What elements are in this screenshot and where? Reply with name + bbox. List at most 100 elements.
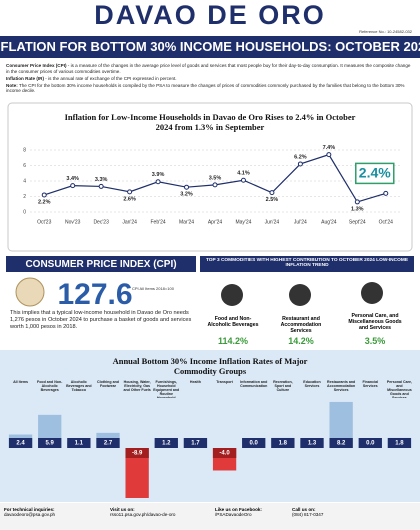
definition: Note: The CPI for the bottom 30% income … bbox=[6, 83, 414, 94]
value-label: 3.9% bbox=[152, 172, 165, 178]
top3-label: Food and Non-Alcoholic Beverages bbox=[207, 316, 259, 328]
category-label: Food and Non-Alcoholic Beverages bbox=[37, 380, 63, 392]
cpi-value: 127.6 bbox=[57, 278, 132, 311]
footer-label: Like us on Facebook: bbox=[215, 507, 262, 512]
point bbox=[41, 192, 47, 198]
banner-bg bbox=[0, 36, 420, 58]
term: Inflation Rate (IR) bbox=[6, 75, 45, 81]
cpi-band bbox=[6, 256, 196, 272]
x-tick-label: Mar'24 bbox=[179, 219, 194, 225]
value-box bbox=[387, 438, 412, 448]
x-tick-label: May'24 bbox=[235, 219, 251, 225]
category-label: Transport bbox=[216, 380, 233, 384]
top3-label: Restaurant and Accommodation Services bbox=[280, 316, 322, 334]
footer-item: Like us on Facebook:/PSADavaodeOro bbox=[215, 507, 285, 517]
point bbox=[240, 177, 246, 183]
x-tick-label: Jun'24 bbox=[265, 219, 280, 225]
value-label: 7.4% bbox=[323, 145, 336, 151]
term: Note: bbox=[6, 82, 18, 88]
top3-band bbox=[200, 256, 414, 272]
value-label: 2.6% bbox=[123, 196, 136, 202]
value-box bbox=[183, 438, 208, 448]
value-box bbox=[329, 438, 353, 448]
value-box bbox=[67, 438, 91, 448]
value-box bbox=[212, 448, 237, 458]
footer-item: Visit us on: rsso11.psa.gov.ph/davao-de-o… bbox=[110, 507, 210, 517]
value-label: 1.7 bbox=[191, 441, 200, 447]
value-label: 0.0 bbox=[366, 441, 375, 447]
value-label: 1.8 bbox=[279, 441, 288, 447]
value-label: -8.9 bbox=[132, 451, 143, 457]
x-tick-label: Nov'23 bbox=[65, 219, 81, 225]
banner: INFLATION FOR BOTTOM 30% INCOME HOUSEHOL… bbox=[0, 39, 420, 54]
footer-value: davaodeoro@psa.gov.ph bbox=[4, 512, 56, 517]
x-tick-label: Jan'24 bbox=[122, 219, 137, 225]
value-label: 3.2% bbox=[180, 192, 193, 198]
y-tick-label: 6 bbox=[23, 163, 26, 169]
footer-item: For technical inquiries: davaodeoro@psa.g… bbox=[4, 507, 104, 517]
x-tick-label: Sept'24 bbox=[349, 219, 366, 225]
category-label: Clothing and Footwear bbox=[97, 380, 119, 388]
line-panel bbox=[7, 102, 413, 252]
definition-text: - is a measure of the changes in the ave… bbox=[6, 63, 411, 74]
cpi-caption: CPI All Items 2018=100 bbox=[132, 286, 174, 291]
highlight-box bbox=[355, 162, 395, 185]
definition: Consumer Price Index (CPI) - is a measur… bbox=[6, 63, 414, 74]
footer-bg bbox=[0, 503, 420, 530]
category-label: Restaurants and Accommodation Services bbox=[327, 380, 356, 392]
value-label: 1.3 bbox=[308, 441, 317, 447]
footer-item: Call us on: (084) 817-0347 bbox=[292, 507, 362, 517]
value-label: -4.0 bbox=[219, 451, 230, 457]
footer-label: Visit us on: bbox=[110, 507, 135, 512]
point bbox=[184, 184, 190, 190]
footer-label: For technical inquiries: bbox=[4, 507, 55, 512]
footer-label: Call us on: bbox=[292, 507, 316, 512]
bar bbox=[329, 401, 353, 448]
value-label: 2.4% bbox=[359, 165, 391, 181]
personal-care-icon bbox=[361, 282, 383, 304]
point bbox=[326, 152, 332, 158]
point bbox=[70, 183, 76, 189]
line-title: Inflation for Low-Income Households in D… bbox=[64, 112, 356, 132]
point bbox=[127, 189, 133, 195]
value-label: 1.3% bbox=[351, 206, 364, 212]
y-tick-label: 8 bbox=[23, 147, 26, 153]
definition-text: The CPI for the bottom 30% income househ… bbox=[6, 82, 405, 94]
value-box bbox=[38, 438, 62, 448]
value-box bbox=[358, 438, 382, 448]
bar-title: Annual Bottom 30% Income Inflation Rates… bbox=[112, 356, 308, 376]
value-label: 2.4 bbox=[16, 441, 25, 447]
point bbox=[269, 190, 275, 196]
value-label: 2.5% bbox=[266, 197, 279, 203]
x-tick-label: Aug'24 bbox=[321, 219, 337, 225]
top3-value: 114.2% bbox=[217, 336, 249, 346]
reference: Reference No.: 10-24582-032 bbox=[359, 29, 413, 34]
x-tick-label: Jul'24 bbox=[294, 219, 307, 225]
definition-text: - is the annual rate of exchange of the … bbox=[44, 75, 177, 81]
footer-value: (084) 817-0347 bbox=[292, 512, 324, 517]
category-label: Education Services bbox=[303, 380, 321, 388]
value-label: 2.2% bbox=[38, 199, 51, 205]
value-label: 3.4% bbox=[66, 176, 79, 182]
y-tick-label: 2 bbox=[23, 194, 26, 200]
category-label: Furnishings, Household Equipment and Rou… bbox=[153, 380, 180, 398]
value-label: 3.3% bbox=[95, 177, 108, 183]
top3-title: TOP 3 COMMODITIES WITH HIGHEST CONTRIBUT… bbox=[205, 258, 409, 268]
x-tick-label: Apr'24 bbox=[208, 219, 223, 225]
value-box bbox=[242, 438, 266, 448]
category-label: Housing, Water, Electricity, Gas and Oth… bbox=[123, 380, 151, 392]
value-box bbox=[125, 448, 149, 458]
value-label: 3.5% bbox=[209, 175, 222, 181]
category-label: Alcoholic Beverages and Tobacco bbox=[66, 380, 92, 392]
point bbox=[297, 161, 303, 167]
value-label: 8.2 bbox=[337, 441, 346, 447]
basket-icon bbox=[15, 277, 45, 307]
restaurant-icon bbox=[289, 284, 311, 306]
point bbox=[155, 179, 161, 185]
bar bbox=[125, 448, 149, 498]
point bbox=[98, 183, 104, 189]
category-label: Financial Services bbox=[362, 380, 379, 388]
category-label: Personal Care, and Miscellaneous Goods a… bbox=[386, 380, 412, 398]
